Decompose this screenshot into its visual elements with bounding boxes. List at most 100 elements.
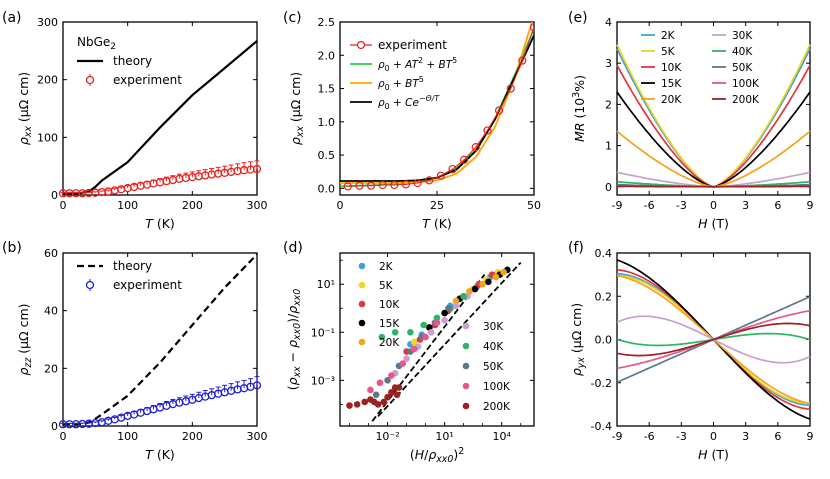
data-point <box>376 379 384 387</box>
x-tick-label: -3 <box>676 430 687 443</box>
legend-marker <box>462 362 470 370</box>
data-point <box>420 321 427 329</box>
data-point <box>407 328 414 336</box>
legend-marker <box>462 322 470 330</box>
data-point <box>367 386 374 394</box>
y-tick-label: 60 <box>44 247 58 260</box>
legend-label: 2K <box>661 30 676 42</box>
y-tick-label: 0.5 <box>318 149 336 162</box>
data-point <box>441 309 448 317</box>
x-tick-label: 10¹ <box>435 430 453 443</box>
x-tick-label: 3 <box>742 430 749 443</box>
y-axis-label: ρzz (μΩ cm) <box>16 303 34 375</box>
legend-label: 15K <box>661 78 682 90</box>
plot-frame <box>339 252 535 427</box>
y-tick-label: 0.0 <box>318 182 336 195</box>
x-axis-label: T (K) <box>422 216 452 231</box>
data-point <box>485 278 492 286</box>
legend-label: 100K <box>483 381 511 393</box>
x-axis-label: T (K) <box>145 447 175 462</box>
data-point <box>353 401 361 408</box>
legend-label: 40K <box>483 341 504 353</box>
data-point <box>346 402 353 409</box>
data-point <box>452 297 460 305</box>
y-tick-label: 0 <box>605 181 612 194</box>
x-tick-label: -3 <box>676 199 687 212</box>
legend-label: 100K <box>732 78 760 90</box>
plot-frame <box>616 21 811 196</box>
y-tick-label: 2 <box>605 98 612 111</box>
data-point <box>500 268 507 276</box>
data-point <box>460 292 467 300</box>
x-axis-label: (H/ρxx0)2 <box>410 446 464 465</box>
x-tick-label: 6 <box>774 199 781 212</box>
data-point <box>252 381 262 390</box>
legend-label: 200K <box>483 401 511 413</box>
data-point <box>355 181 364 190</box>
data-point <box>252 164 262 174</box>
data-point <box>384 393 391 401</box>
panel-label-a: (a) <box>2 10 22 26</box>
y-tick-label: 40 <box>44 305 58 318</box>
x-tick-label: 0 <box>60 430 67 443</box>
plot-area <box>617 259 810 420</box>
legend-label: ρ0 + Ce−Θ/T <box>378 94 440 111</box>
y-tick-label: -0.2 <box>591 377 612 390</box>
y-tick-label: 300 <box>37 16 58 29</box>
legend-label: 15K <box>379 318 400 330</box>
panel-label-c: (c) <box>283 10 302 26</box>
panel-c: 0 25 50 0.0 0.5 1.0 1.5 2.0 2.5 experiment ρ0 + AT… <box>288 16 541 231</box>
data-point <box>361 398 369 406</box>
data-point <box>471 285 479 293</box>
y-tick-label: 1.0 <box>318 116 336 129</box>
y-tick-label: 20 <box>44 362 58 375</box>
x-tick-label: 100 <box>117 430 138 443</box>
y-tick-label: 10⁻¹ <box>311 326 335 339</box>
legend-label: 20K <box>379 337 400 349</box>
legend-marker <box>358 338 366 346</box>
x-tick-label: -9 <box>612 430 623 443</box>
plot-frame <box>62 252 258 427</box>
data-point <box>433 319 441 326</box>
y-tick-label: 2.5 <box>318 16 336 29</box>
y-tick-label: 2.0 <box>318 49 336 62</box>
data-point <box>494 106 504 115</box>
data-point <box>395 384 403 391</box>
x-axis-label: H (T) <box>698 447 729 462</box>
legend-swatch <box>85 280 95 290</box>
legend-marker <box>358 281 366 289</box>
x-tick-label: 0 <box>710 199 717 212</box>
legend-marker <box>358 319 366 327</box>
legend-label: 10K <box>379 299 400 311</box>
legend-label: experiment <box>113 73 182 87</box>
y-tick-label: 4 <box>605 16 612 29</box>
mr-curve <box>616 91 811 188</box>
x-axis-label: T (K) <box>145 216 175 231</box>
x-tick-label: 0 <box>710 430 717 443</box>
data-point <box>506 84 515 93</box>
data-point <box>529 23 534 32</box>
legend-label: 10K <box>661 62 682 74</box>
panel-d: 10⁻² 10¹ 10⁴ 10⁻³ 10⁻¹ 10¹ 2K 5K 10K 15K 20K 30K 40K… <box>285 252 535 465</box>
data-point <box>518 56 527 65</box>
data-point <box>425 176 434 185</box>
legend-label: 40K <box>732 46 753 58</box>
guide-line <box>377 261 522 418</box>
x-tick-label: 10⁴ <box>492 430 511 443</box>
x-tick-label: 25 <box>430 199 444 212</box>
data-point <box>401 180 411 189</box>
y-tick-label: 0.2 <box>595 290 613 303</box>
data-point <box>460 155 469 164</box>
x-tick-label: 9 <box>807 430 814 443</box>
data-point <box>343 182 352 191</box>
x-tick-label: 10⁻² <box>375 430 399 443</box>
legend-label: experiment <box>378 38 447 52</box>
y-axis-label: ρyx (μΩ cm) <box>569 303 587 376</box>
legend-label: 50K <box>483 361 504 373</box>
data-point <box>384 377 391 384</box>
y-tick-label: 100 <box>37 131 58 144</box>
fit-line <box>340 34 534 182</box>
x-tick-label: 0 <box>337 199 344 212</box>
data-point <box>479 280 486 288</box>
